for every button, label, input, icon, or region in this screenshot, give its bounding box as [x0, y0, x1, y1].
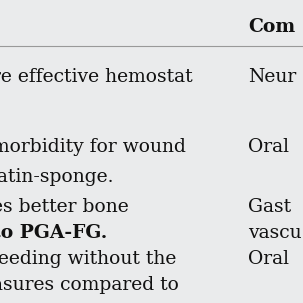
Text: morbidity for wound: morbidity for wound [0, 138, 186, 156]
Text: latin-sponge.: latin-sponge. [0, 168, 115, 186]
Text: vascu: vascu [248, 224, 301, 242]
Text: Gast: Gast [248, 198, 291, 216]
Text: re effective hemostat: re effective hemostat [0, 68, 193, 86]
Text: to PGA-FG.: to PGA-FG. [0, 224, 107, 242]
Text: Oral: Oral [248, 250, 289, 268]
Text: asures compared to: asures compared to [0, 276, 179, 294]
Text: Oral: Oral [248, 138, 289, 156]
Text: leeding without the: leeding without the [0, 250, 176, 268]
Text: Neur: Neur [248, 68, 296, 86]
Text: Com: Com [248, 18, 295, 36]
Text: es better bone: es better bone [0, 198, 129, 216]
